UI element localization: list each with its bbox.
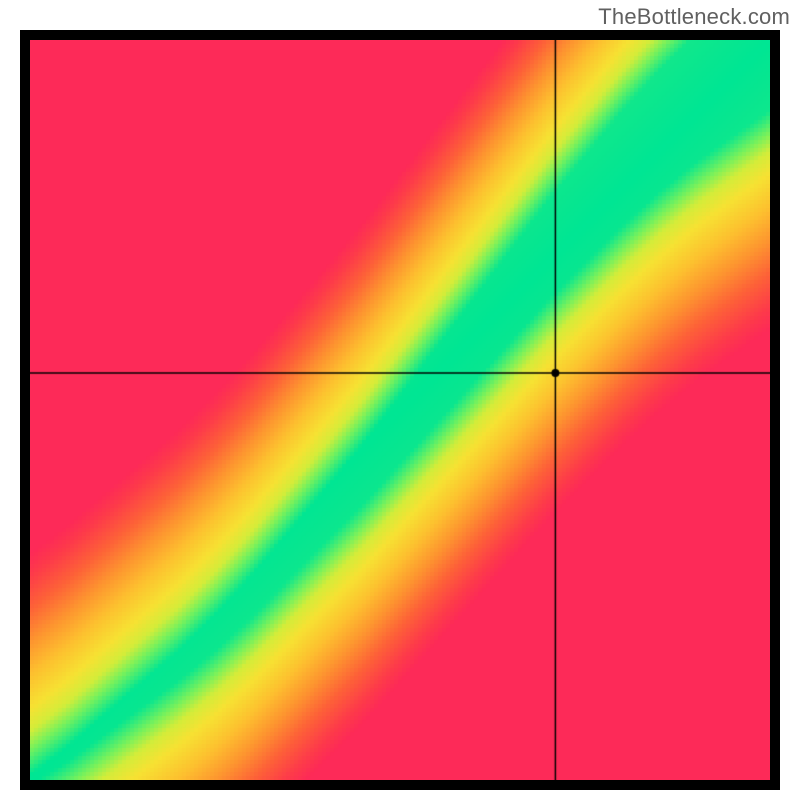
watermark-text: TheBottleneck.com — [598, 4, 790, 30]
crosshair-overlay — [30, 40, 770, 780]
heatmap-plot — [20, 30, 780, 790]
